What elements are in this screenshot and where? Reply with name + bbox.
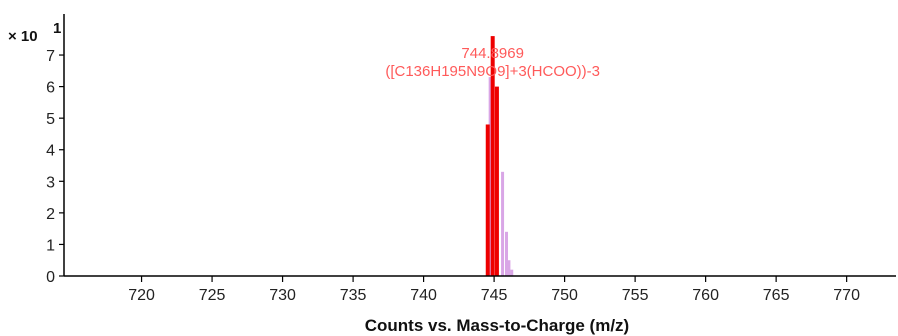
y-scale-exponent: 1 xyxy=(53,20,61,37)
x-tick-label: 735 xyxy=(340,287,367,304)
peak-bar xyxy=(501,171,505,276)
x-tick-label: 720 xyxy=(128,287,155,304)
peak-bar xyxy=(485,124,490,276)
x-tick-label: 770 xyxy=(833,287,860,304)
x-tick-label: 760 xyxy=(692,287,719,304)
peak-bar xyxy=(507,260,511,276)
y-tick-label: 0 xyxy=(46,269,55,286)
peak-mz-label: 744.8969 xyxy=(461,45,524,62)
y-tick-label: 5 xyxy=(46,111,55,128)
x-axis-title: Counts vs. Mass-to-Charge (m/z) xyxy=(365,316,629,335)
x-tick-label: 745 xyxy=(481,287,508,304)
x-tick-label: 740 xyxy=(410,287,437,304)
peak-annotations: 744.8969([C136H195N9O9]+3(HCOO))-3 xyxy=(385,45,600,80)
x-tick-label: 730 xyxy=(269,287,296,304)
y-scale-factor: × 10 1 xyxy=(8,20,61,45)
peak-bar xyxy=(510,269,514,276)
peak-bar xyxy=(488,77,492,276)
y-tick-label: 3 xyxy=(46,174,55,191)
y-axis-ticks: 0 1 2 3 4 5 6 7 xyxy=(46,48,64,286)
y-tick-label: 2 xyxy=(46,206,55,223)
peak-bars xyxy=(485,36,514,276)
y-tick-label: 4 xyxy=(46,143,55,160)
x-tick-label: 765 xyxy=(763,287,790,304)
y-tick-label: 6 xyxy=(46,80,55,97)
peak-formula-label: ([C136H195N9O9]+3(HCOO))-3 xyxy=(385,63,600,80)
x-tick-label: 755 xyxy=(622,287,649,304)
x-tick-label: 725 xyxy=(199,287,226,304)
x-axis-ticks: 720 725 730 735 740 745 750 755 760 765 770 xyxy=(128,276,860,304)
x-tick-label: 750 xyxy=(551,287,578,304)
y-tick-label: 1 xyxy=(46,237,55,254)
y-scale-label: × 10 xyxy=(8,28,38,45)
peak-bar xyxy=(490,36,495,276)
y-tick-label: 7 xyxy=(46,48,55,65)
peak-bar xyxy=(505,231,509,276)
peak-bar xyxy=(494,86,499,276)
